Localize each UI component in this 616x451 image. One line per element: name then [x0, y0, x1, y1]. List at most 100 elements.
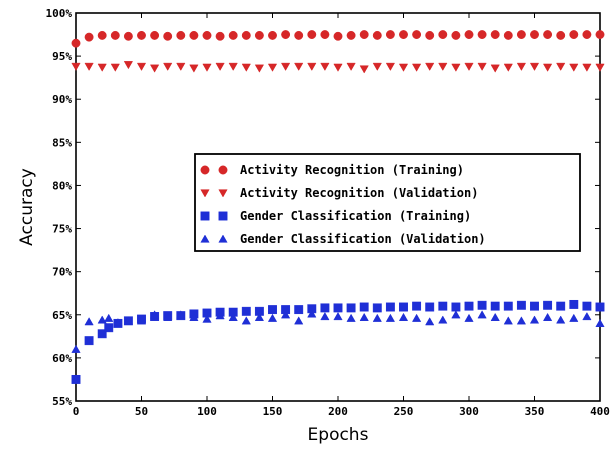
- data-point: [529, 315, 540, 324]
- data-point: [202, 63, 212, 72]
- data-point: [516, 300, 526, 310]
- data-point: [110, 30, 120, 40]
- legend-label: Gender Classification (Validation): [240, 232, 486, 246]
- data-point: [399, 302, 408, 312]
- data-point: [477, 62, 487, 71]
- data-point: [359, 312, 369, 321]
- data-point: [333, 63, 343, 72]
- data-point: [411, 63, 422, 72]
- data-point: [582, 30, 592, 40]
- y-tick-label: 90%: [52, 93, 72, 106]
- data-point: [123, 61, 134, 70]
- data-point: [359, 302, 369, 312]
- data-point: [136, 62, 147, 71]
- data-point: [372, 62, 382, 71]
- legend-marker: [200, 165, 210, 175]
- data-point: [137, 30, 146, 40]
- data-point: [464, 313, 474, 322]
- data-point: [359, 65, 369, 74]
- data-point: [215, 31, 225, 41]
- data-point: [84, 62, 94, 71]
- data-point: [202, 30, 212, 40]
- data-point: [97, 315, 107, 324]
- legend-marker: [218, 211, 228, 221]
- data-point: [333, 312, 343, 321]
- data-point: [399, 30, 408, 40]
- data-point: [254, 312, 265, 321]
- y-tick-label: 60%: [52, 352, 72, 365]
- data-point: [477, 300, 487, 310]
- data-point: [425, 317, 435, 326]
- data-point: [71, 374, 81, 384]
- data-point: [425, 62, 435, 71]
- data-point: [595, 318, 605, 328]
- data-point: [97, 329, 107, 339]
- data-point: [268, 305, 277, 315]
- data-point: [503, 63, 513, 72]
- data-point: [228, 62, 238, 71]
- data-point: [189, 312, 199, 321]
- data-point: [320, 312, 330, 321]
- legend-label: Activity Recognition (Training): [240, 163, 464, 177]
- data-point: [176, 310, 186, 319]
- data-point: [359, 30, 369, 40]
- series-4: [71, 309, 605, 353]
- series-2: [71, 61, 605, 74]
- data-point: [385, 62, 396, 71]
- data-point: [254, 30, 264, 40]
- legend-entry: Activity Recognition (Training): [200, 163, 464, 177]
- data-point: [477, 30, 487, 40]
- data-point: [490, 312, 500, 321]
- x-tick-label: 300: [459, 405, 479, 418]
- data-point: [215, 311, 225, 320]
- legend: Activity Recognition (Training) Activity …: [194, 153, 581, 252]
- data-point: [529, 62, 540, 71]
- data-point: [150, 30, 160, 40]
- data-point: [320, 303, 330, 313]
- data-point: [241, 306, 251, 316]
- legend-entry: Activity Recognition (Validation): [200, 186, 478, 200]
- legend-label: Gender Classification (Training): [240, 209, 471, 223]
- data-point: [307, 309, 317, 318]
- data-point: [333, 303, 343, 313]
- data-point: [254, 64, 265, 73]
- data-point: [84, 317, 94, 326]
- data-point: [189, 64, 199, 73]
- x-tick-label: 50: [135, 405, 148, 418]
- data-point: [346, 30, 356, 40]
- data-point: [542, 63, 553, 72]
- data-point: [241, 30, 251, 40]
- axis-ticks: 0 50 100 150 200 250 300 350 400 55% 60% 65% 70% 75% 8…: [46, 7, 610, 418]
- legend-label: Activity Recognition (Validation): [240, 186, 478, 200]
- data-point: [307, 62, 317, 71]
- data-point: [569, 313, 579, 322]
- data-point: [451, 310, 461, 319]
- data-point: [268, 30, 277, 40]
- data-point: [582, 63, 592, 72]
- data-point: [543, 30, 553, 40]
- data-point: [385, 313, 396, 322]
- data-point: [530, 30, 539, 40]
- data-point: [490, 30, 500, 40]
- x-tick-label: 350: [525, 405, 545, 418]
- data-point: [307, 30, 317, 40]
- data-point: [516, 62, 527, 71]
- legend-marker: [200, 189, 210, 198]
- data-point: [280, 310, 291, 319]
- legend-entry: Gender Classification (Validation): [200, 232, 486, 246]
- data-point: [163, 62, 173, 71]
- data-point: [215, 62, 225, 71]
- data-point: [582, 301, 592, 311]
- data-point: [346, 313, 356, 322]
- data-point: [543, 300, 553, 310]
- data-point: [451, 63, 461, 72]
- legend-marker: [200, 234, 210, 243]
- data-point: [516, 30, 526, 40]
- x-tick-label: 100: [197, 405, 217, 418]
- y-tick-label: 65%: [52, 309, 72, 322]
- data-point: [503, 30, 513, 40]
- data-point: [569, 30, 579, 40]
- data-point: [84, 32, 94, 42]
